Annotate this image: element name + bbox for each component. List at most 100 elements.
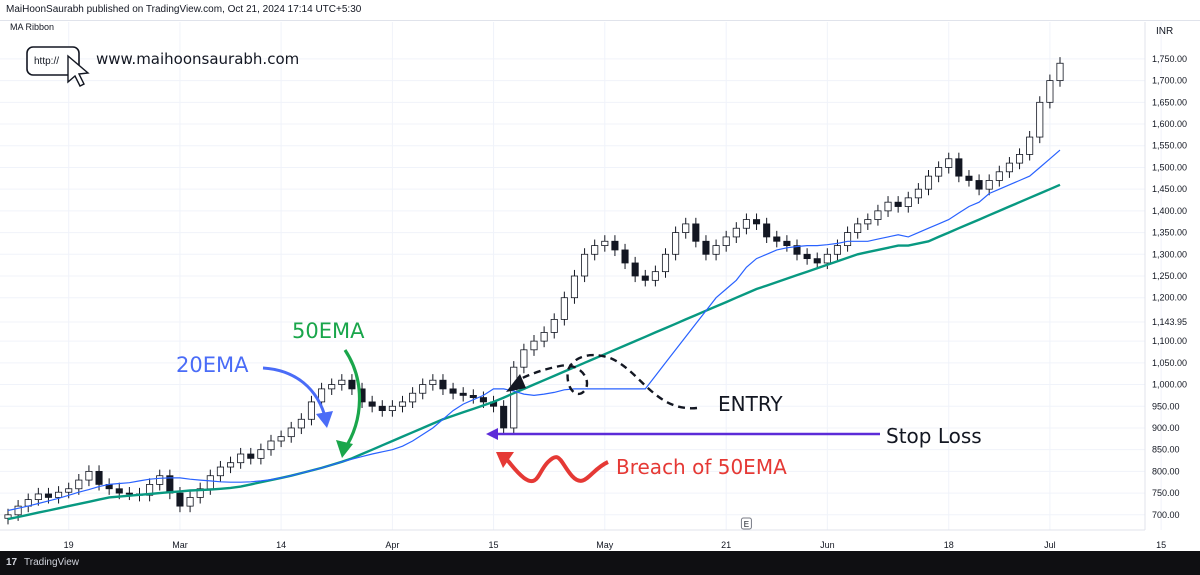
entry-arrowhead [506, 374, 526, 392]
price-tick-label: 1,250.00 [1152, 271, 1187, 281]
candle-body [206, 475, 214, 490]
candle-body [692, 223, 700, 242]
candle-body [854, 223, 862, 233]
breach-annotation: Breach of 50EMA [616, 455, 787, 479]
candle-body [682, 223, 690, 233]
earnings-marker [740, 517, 752, 530]
entry-annotation: ENTRY [718, 392, 783, 416]
candle-body [156, 475, 164, 485]
candle-body [227, 462, 235, 468]
ema20-annotation: 20EMA [176, 353, 249, 377]
candle-body [297, 418, 305, 429]
candle-body [641, 275, 649, 281]
price-tick-label: 850.00 [1152, 445, 1180, 455]
candle-body [560, 297, 568, 320]
price-tick-label: 1,300.00 [1152, 249, 1187, 259]
time-tick-label: Apr [385, 540, 399, 550]
candle-body [186, 497, 194, 507]
price-tick-label: 1,700.00 [1152, 76, 1187, 86]
candle-body [459, 392, 467, 396]
candle-body [601, 240, 609, 247]
candle-body [115, 488, 123, 494]
stoploss-arrowhead [486, 428, 498, 440]
candle-body [429, 379, 437, 385]
candle-body [803, 253, 811, 260]
candle-body [550, 319, 558, 333]
annotations: 20EMA 50EMA ENTRY Stop Loss Breach of 50… [176, 319, 982, 484]
candle-body [307, 401, 315, 420]
candle-body [661, 253, 670, 273]
candle-body [368, 401, 376, 407]
candle-body [611, 240, 619, 251]
ema20-arrowhead [316, 411, 333, 428]
tradingview-logo-icon: 17 [6, 557, 18, 568]
candle-body [823, 253, 831, 264]
publish-header: MaiHoonSaurabh published on TradingView.… [0, 0, 1200, 21]
price-tick-label: 1,500.00 [1152, 162, 1187, 172]
candle-body [125, 492, 133, 495]
time-tick-label: Jul [1044, 540, 1056, 550]
tradingview-brand: TradingView [24, 557, 80, 568]
entry-dashed-arrow [514, 353, 698, 410]
candle-body [763, 223, 771, 238]
candle-body [398, 401, 407, 407]
candle-body [621, 249, 629, 264]
candle-body [1046, 80, 1054, 103]
breach-squiggle-arrow [503, 455, 609, 484]
candle-body [783, 240, 791, 247]
price-tick-label: 800.00 [1152, 466, 1180, 476]
price-tick-label: 1,600.00 [1152, 119, 1187, 129]
time-axis[interactable]: 19Mar14Apr15May21Jun18Jul15Aug19Sep16Oct… [64, 540, 1200, 550]
candle-body [955, 158, 963, 177]
candle-body [237, 453, 245, 464]
candle-body [500, 405, 508, 429]
candle-body [712, 245, 720, 255]
tradingview-footer: 17 TradingView [0, 551, 1200, 575]
candles [4, 57, 1064, 525]
candle-body [1056, 62, 1064, 82]
candle-body [388, 405, 396, 411]
candle-body [742, 219, 750, 229]
candle-body [1026, 136, 1034, 155]
ema20-line [7, 149, 1061, 512]
time-tick-label: 18 [944, 540, 954, 550]
candle-body [702, 240, 710, 255]
candle-body [348, 379, 356, 390]
candle-body [1005, 162, 1013, 173]
candle-body [924, 175, 933, 190]
price-tick-label: 1,550.00 [1152, 141, 1187, 151]
candle-body [570, 275, 578, 299]
candle-body [540, 332, 548, 342]
candle-body [884, 201, 892, 212]
ema20-arrow [262, 366, 328, 421]
candle-body [672, 232, 680, 255]
price-tick-label: 1,000.00 [1152, 380, 1187, 390]
candle-body [277, 436, 285, 442]
breach-arrowhead [496, 452, 514, 468]
candle-body [935, 167, 943, 177]
candle-body [631, 262, 639, 277]
price-tick-label: 1,350.00 [1152, 228, 1187, 238]
candle-body [894, 201, 902, 207]
candle-body [267, 440, 275, 451]
price-tick-label: 1,650.00 [1152, 97, 1187, 107]
candle-body [1036, 101, 1044, 138]
candle-body [287, 427, 295, 438]
candle-body [732, 227, 740, 238]
stoploss-annotation: Stop Loss [886, 424, 982, 448]
candle-body [338, 379, 346, 385]
candle-body [651, 271, 659, 281]
candle-body [439, 379, 447, 390]
candle-body [14, 505, 22, 516]
candle-body [318, 388, 326, 403]
earnings-markers: EE [740, 517, 752, 530]
candle-body [591, 245, 599, 255]
price-axis[interactable]: 700.00 750.00 800.00 850.00 900.00 950.00 1,00… [1152, 54, 1187, 520]
candle-body [257, 449, 265, 459]
candle-body [985, 180, 993, 190]
time-tick-label: 21 [721, 540, 731, 550]
candle-body [65, 488, 73, 493]
time-tick-label: 15 [489, 540, 499, 550]
price-tick-label: 1,450.00 [1152, 184, 1187, 194]
